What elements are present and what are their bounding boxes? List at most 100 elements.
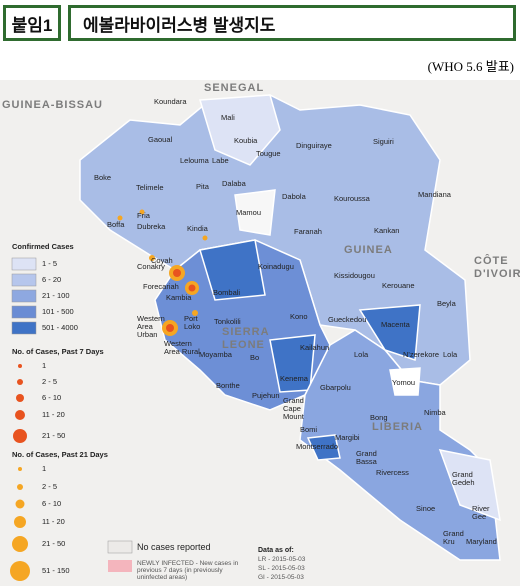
legend-title: No. of Cases, Past 21 Days: [12, 450, 108, 459]
case-markers: [117, 209, 208, 336]
region-label: River Gee: [472, 504, 490, 521]
region-label: Gaoual: [148, 135, 173, 144]
legend-circle: [18, 364, 22, 368]
country-label: GUINEA-BISSAU: [2, 99, 104, 111]
legend-item: 6 - 10: [42, 393, 62, 402]
legend-item: 1: [42, 361, 47, 370]
legend-swatch: [11, 305, 37, 319]
region-label: Siguiri: [373, 137, 394, 146]
region-label: Dalaba: [222, 179, 246, 188]
legend-swatch: [11, 273, 37, 287]
region-label: Pita: [196, 182, 209, 191]
data-as-of-item: SL - 2015-05-03: [258, 565, 305, 572]
legend-circle: [16, 394, 24, 402]
region-label: Maryland: [466, 537, 497, 546]
region-label: Dinguiraye: [296, 141, 332, 150]
country-label: CÔTE D'IVOIRE: [474, 255, 520, 280]
region-label: Nimba: [424, 408, 446, 417]
region-label: Conakry: [137, 262, 165, 271]
region-label: Port Loko: [184, 314, 201, 331]
case-circle: [139, 209, 145, 215]
map: [0, 80, 520, 586]
region-label: Kailahun: [300, 343, 330, 352]
region-label: Pujehun: [252, 391, 280, 400]
data-as-of-item: LR - 2015-05-03: [258, 556, 306, 563]
region-label: Moyamba: [199, 350, 232, 359]
legend-item: 1 - 5: [42, 259, 58, 268]
data-as-of-item: GI - 2015-05-03: [258, 574, 304, 581]
case-circle: [117, 215, 123, 221]
case-circle: [192, 310, 198, 316]
region-label: Kambia: [166, 293, 192, 302]
region-label: Bo: [250, 353, 260, 362]
region-label: Gueckedou: [328, 315, 367, 324]
macenta: [358, 304, 421, 362]
legend-circle: [12, 536, 28, 552]
region-label: Tonkolili: [214, 317, 241, 326]
legend-circle: [17, 484, 23, 490]
legend-circle: [10, 561, 30, 581]
region-label: Rivercess: [376, 468, 409, 477]
no-cases-label: No cases reported: [137, 542, 211, 552]
region-label: Kerouane: [382, 281, 415, 290]
yomou: [389, 367, 421, 396]
legend-item: 21 - 50: [42, 431, 66, 440]
legend-swatch: [11, 321, 37, 335]
region-label: Margibi: [335, 433, 360, 442]
region-label: Boke: [94, 173, 112, 182]
legend-title: Confirmed Cases: [12, 242, 74, 251]
region-label: Forecariah: [143, 282, 179, 291]
region-label: Koubia: [234, 136, 258, 145]
country-label: GUINEA: [344, 244, 393, 256]
region-label: Bombali: [213, 288, 241, 297]
region-label: Grand Kru: [443, 529, 464, 546]
region-label: Macenta: [381, 320, 410, 329]
region-label: Kankan: [374, 226, 400, 235]
region-label: Dubreka: [137, 222, 166, 231]
region-label: Bomi: [300, 425, 318, 434]
region-label: Beyla: [437, 299, 456, 308]
region-label: Western Area Urban: [137, 314, 165, 339]
region-label: Gbarpolu: [320, 383, 351, 392]
case-circle: [173, 269, 181, 277]
case-circle: [166, 324, 174, 332]
region-label: Kissidougou: [334, 271, 375, 280]
region-label: Kouroussa: [334, 194, 370, 203]
legend-item: 21 - 50: [42, 539, 66, 548]
legend-item: 501 - 4000: [42, 323, 78, 332]
region-label: Yomou: [392, 378, 416, 387]
data-as-of-title: Data as of:: [258, 547, 294, 554]
legend-swatch: [11, 289, 37, 303]
region-label: Mandiana: [418, 190, 451, 199]
region-label: Grand Bassa: [356, 449, 377, 466]
montserrado: [306, 434, 341, 461]
legend-circle: [15, 499, 25, 509]
region-label: Fria: [137, 211, 150, 220]
region-label: Tougue: [256, 149, 281, 158]
guinea-mamou: [234, 189, 276, 236]
guinea-light: [199, 94, 281, 166]
legend-item: 101 - 500: [42, 307, 74, 316]
region-label: Faranah: [294, 227, 322, 236]
region-label: Sinoe: [416, 504, 436, 513]
tag-box: 붙임1: [3, 5, 61, 41]
region-label: Lola: [443, 350, 458, 359]
region-label: Grand Cape Mount: [283, 396, 304, 421]
legend-circle: [15, 410, 25, 420]
no-cases-swatch: [107, 540, 133, 554]
case-circle: [202, 235, 208, 241]
region-label: N'zerekore: [403, 350, 440, 359]
legend-item: 2 - 5: [42, 482, 58, 491]
sl-dark: [199, 239, 266, 301]
legend-item: 6 - 10: [42, 499, 62, 508]
legend-item: 2 - 5: [42, 377, 58, 386]
title-box: 에볼라바이러스병 발생지도: [68, 5, 516, 41]
region-label: Mamou: [236, 208, 262, 217]
region-label: Kindia: [187, 224, 208, 233]
region-label: Mali: [221, 113, 235, 122]
source: (WHO 5.6 발표): [427, 59, 514, 74]
region-label: Montserrado: [296, 442, 339, 451]
tag: 붙임1: [11, 15, 53, 35]
country-label: LIBERIA: [372, 421, 423, 433]
legend-item: 6 - 20: [42, 275, 62, 284]
